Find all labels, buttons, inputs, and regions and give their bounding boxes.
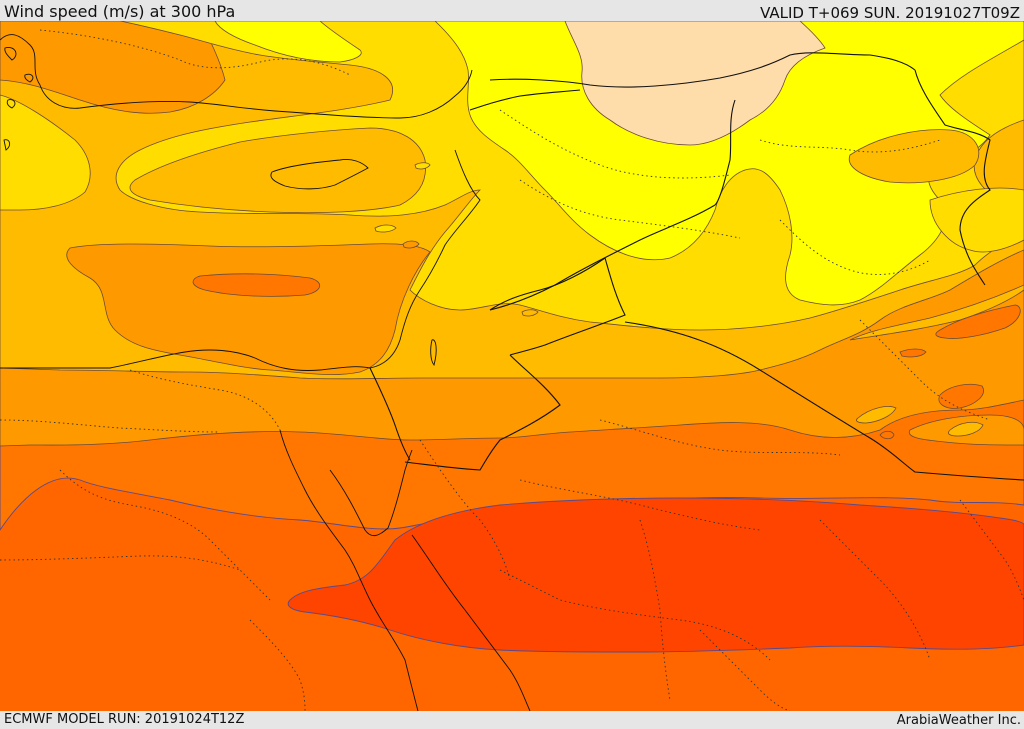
border-jordan-saudi [489,257,626,356]
border-iraq-north [489,52,916,88]
valid-time-label: VALID T+069 SUN. 20191027T09Z [760,4,1020,22]
border-saudi-east [624,321,1024,481]
coastline-egypt [0,349,371,371]
coastline-aegean [3,47,34,151]
band-30-35-spot [521,309,539,317]
band-40-45-east-1 [935,304,1021,339]
band-30-35-east-belt [849,250,1024,341]
band-35-40-spot [402,240,420,249]
band-40-45-blob [192,273,320,297]
band-35-40-nw [0,21,226,114]
coastline-cyprus [270,159,369,190]
coastline-red-sea-west [279,429,419,711]
map-canvas [0,21,1024,711]
border-syria-iraq [489,99,736,311]
band-25-30-nw [0,94,91,211]
band-30-35-east-3 [856,406,897,424]
internal-boundary-4 [759,139,941,153]
model-run-label: ECMWF MODEL RUN: 20191024T12Z [4,712,245,727]
band-40-45-east-3 [899,348,927,358]
band-25-30-spot-1 [374,224,397,233]
coastline-anatolia [0,34,473,119]
band-25-30-east [929,187,1024,253]
internal-boundary-7 [0,419,221,433]
internal-boundary-3 [519,179,741,239]
coastline-sinai [329,449,413,537]
border-iraq-east [914,69,991,286]
border-jordan-west [404,354,561,471]
band-30-35-east [848,129,980,184]
internal-boundary-11 [599,419,841,456]
band-15-20 [564,21,826,146]
border-turkey-syria [469,89,581,111]
coastline-dead-sea [430,339,437,366]
map-header: Wind speed (m/s) at 300 hPa VALID T+069 … [0,0,1024,22]
map-footer: ECMWF MODEL RUN: 20191024T12Z ArabiaWeat… [0,711,1024,729]
band-20-25-west [214,21,362,63]
band-35-40-blob [66,243,431,375]
internal-boundary-18 [419,439,511,581]
coastline-red-sea-east [411,534,531,711]
internal-boundary-14 [639,519,671,701]
internal-boundary-19 [699,629,791,711]
internal-boundary-9 [0,555,241,571]
internal-boundary-5 [779,219,931,275]
band-40-45-east-4 [879,430,895,440]
band-25-30-spot-2 [414,162,431,170]
map-title: Wind speed (m/s) at 300 hPa [4,2,236,21]
band-50-55 [287,497,1024,653]
band-40-45-east-2 [938,383,984,409]
credit-label: ArabiaWeather Inc. [896,713,1021,728]
wind-speed-map[interactable] [0,21,1024,711]
border-egypt-israel [369,367,411,461]
internal-boundary-12 [519,479,761,531]
internal-boundary-10 [249,619,306,711]
internal-boundary-16 [859,319,991,421]
coastline-levant [369,149,481,369]
band-30-35-east-2 [948,421,984,437]
